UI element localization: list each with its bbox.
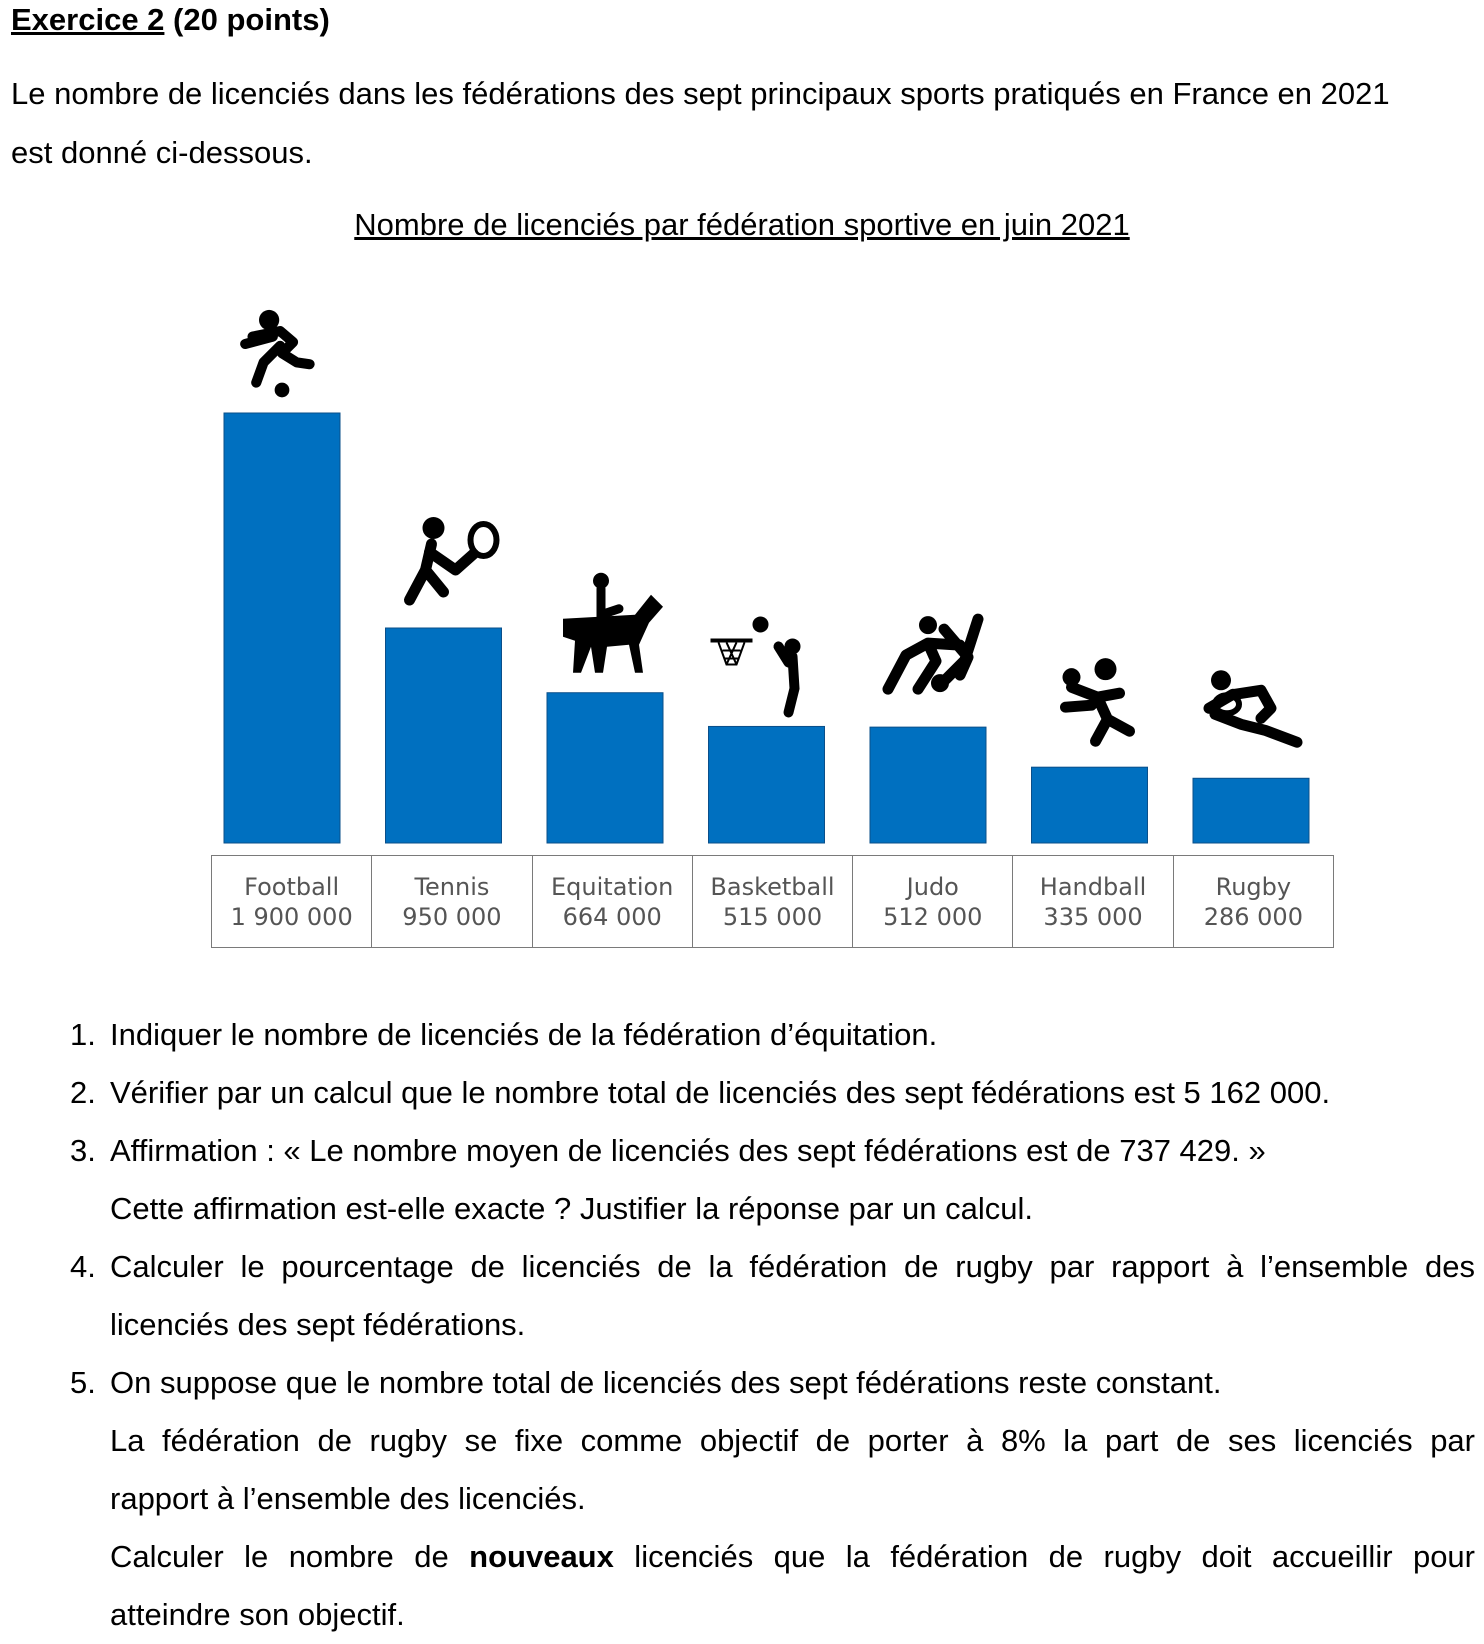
category-value: 335 000 [1013, 902, 1172, 932]
bar-tennis [386, 628, 502, 843]
bar-basketball [709, 726, 825, 843]
category-cell: Rugby286 000 [1173, 856, 1333, 948]
question-text-part: licenciés que la fédération de rugby doi… [614, 1539, 1475, 1574]
question-number: 4. [70, 1238, 96, 1296]
handball-icon [1063, 658, 1130, 741]
bar-chart: Football1 900 000Tennis950 000Equitation… [0, 0, 1484, 1000]
question-number: 1. [70, 1006, 96, 1064]
bar-handball [1032, 767, 1148, 843]
category-cell: Judo512 000 [853, 856, 1013, 948]
question-5: 5. On suppose que le nombre total de lic… [70, 1354, 1475, 1644]
question-text: Calculer le nombre de nouveaux licenciés… [110, 1528, 1475, 1586]
chart-canvas [0, 0, 1484, 1000]
category-cell: Football1 900 000 [212, 856, 372, 948]
category-name: Handball [1013, 872, 1172, 902]
category-value: 950 000 [372, 902, 531, 932]
category-cell: Tennis950 000 [372, 856, 532, 948]
question-number: 3. [70, 1122, 96, 1180]
question-text: La fédération de rugby se fixe comme obj… [110, 1412, 1475, 1470]
bar-judo [870, 727, 986, 843]
category-value: 664 000 [533, 902, 692, 932]
question-text: Affirmation : « Le nombre moyen de licen… [110, 1122, 1475, 1180]
judo-icon [888, 616, 978, 692]
rugby-icon [1209, 670, 1297, 742]
category-value: 1 900 000 [212, 902, 371, 932]
category-cell: Handball335 000 [1013, 856, 1173, 948]
category-name: Tennis [372, 872, 531, 902]
category-label-table: Football1 900 000Tennis950 000Equitation… [211, 855, 1334, 948]
category-cell: Equitation664 000 [532, 856, 692, 948]
equitation-icon [563, 573, 663, 673]
question-text: Cette affirmation est-elle exacte ? Just… [110, 1180, 1475, 1238]
category-value: 286 000 [1174, 902, 1333, 932]
bar-football [224, 413, 340, 843]
category-cell: Basketball515 000 [692, 856, 852, 948]
question-list: 1. Indiquer le nombre de licenciés de la… [70, 1006, 1475, 1644]
question-text: rapport à l’ensemble des licenciés. [110, 1470, 1475, 1528]
question-text: atteindre son objectif. [110, 1586, 1475, 1644]
question-2: 2. Vérifier par un calcul que le nombre … [70, 1064, 1475, 1122]
question-4: 4. Calculer le pourcentage de licenciés … [70, 1238, 1475, 1354]
bar-rugby [1193, 778, 1309, 843]
question-text-part: Calculer le nombre de [110, 1539, 469, 1574]
category-name: Equitation [533, 872, 692, 902]
football-icon [245, 310, 309, 397]
question-number: 5. [70, 1354, 96, 1412]
question-text: Indiquer le nombre de licenciés de la fé… [110, 1006, 1475, 1064]
category-name: Basketball [693, 872, 852, 902]
question-1: 1. Indiquer le nombre de licenciés de la… [70, 1006, 1475, 1064]
category-name: Judo [853, 872, 1012, 902]
category-name: Rugby [1174, 872, 1333, 902]
question-text: On suppose que le nombre total de licenc… [110, 1354, 1475, 1412]
question-text: Calculer le pourcentage de licenciés de … [110, 1238, 1475, 1296]
category-name: Football [212, 872, 371, 902]
category-value: 512 000 [853, 902, 1012, 932]
question-text: licenciés des sept fédérations. [110, 1296, 1475, 1354]
question-text: Vérifier par un calcul que le nombre tot… [110, 1064, 1475, 1122]
category-value: 515 000 [693, 902, 852, 932]
question-number: 2. [70, 1064, 96, 1122]
bar-equitation [547, 693, 663, 843]
question-text-bold: nouveaux [469, 1539, 614, 1574]
tennis-icon [410, 517, 497, 600]
question-3: 3. Affirmation : « Le nombre moyen de li… [70, 1122, 1475, 1238]
basketball-icon [711, 616, 801, 712]
